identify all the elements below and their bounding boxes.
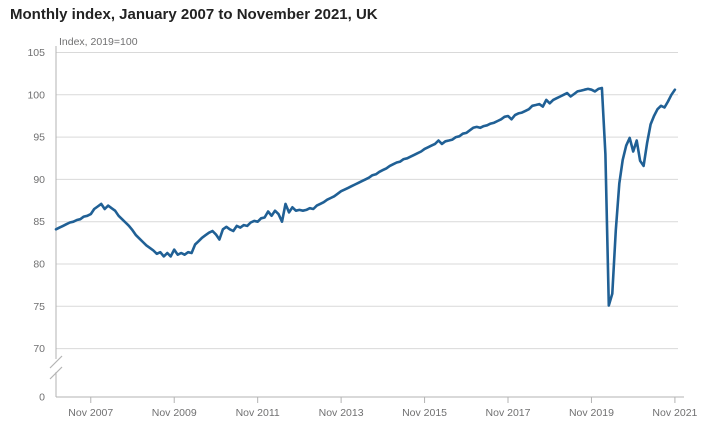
y-tick-label-100: 100 bbox=[27, 89, 45, 101]
axis-break-slash-1 bbox=[49, 355, 63, 369]
y-tick-label-0: 0 bbox=[39, 392, 45, 404]
x-tick-label-5: Nov 2017 bbox=[486, 407, 531, 419]
y-tick-label-70: 70 bbox=[33, 343, 45, 355]
y-tick-label-75: 75 bbox=[33, 301, 45, 313]
x-tick-label-2: Nov 2011 bbox=[236, 407, 280, 419]
x-tick-label-0: Nov 2007 bbox=[68, 407, 113, 419]
chart-title: Monthly index, January 2007 to November … bbox=[10, 6, 378, 23]
y-tick-label-85: 85 bbox=[33, 216, 45, 228]
y-tick-label-90: 90 bbox=[33, 174, 45, 186]
axis-break-slash-2 bbox=[49, 366, 63, 380]
x-tick-label-6: Nov 2019 bbox=[569, 407, 614, 419]
y-tick-label-80: 80 bbox=[33, 259, 45, 271]
y-axis-unit-label: Index, 2019=100 bbox=[59, 36, 138, 48]
x-tick-label-4: Nov 2015 bbox=[402, 407, 447, 419]
x-tick-label-1: Nov 2009 bbox=[152, 407, 197, 419]
x-tick-label-7: Nov 2021 bbox=[652, 407, 697, 419]
y-tick-label-95: 95 bbox=[33, 132, 45, 144]
x-tick-label-3: Nov 2013 bbox=[319, 407, 364, 419]
y-tick-label-105: 105 bbox=[27, 47, 45, 59]
index-series-line bbox=[54, 86, 677, 307]
